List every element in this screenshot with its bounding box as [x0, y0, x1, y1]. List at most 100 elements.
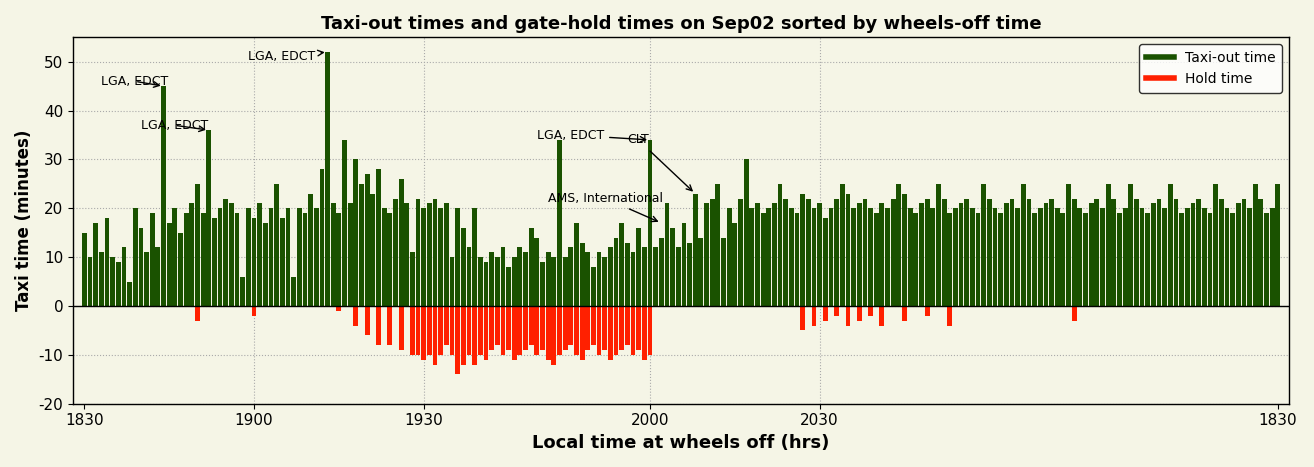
Bar	[422, 208, 426, 306]
Bar	[432, 198, 438, 306]
Bar	[331, 204, 335, 306]
Bar	[761, 213, 766, 306]
Bar	[342, 140, 347, 306]
Bar	[439, 208, 443, 306]
X-axis label: Local time at wheels off (hrs): Local time at wheels off (hrs)	[532, 434, 829, 452]
Bar	[1129, 184, 1133, 306]
Bar	[597, 306, 602, 355]
Bar	[829, 208, 833, 306]
Bar	[614, 238, 619, 306]
Bar	[857, 204, 862, 306]
Bar	[489, 306, 494, 350]
Bar	[569, 306, 573, 345]
Bar	[788, 208, 794, 306]
Bar	[240, 277, 246, 306]
Bar	[1202, 208, 1206, 306]
Bar	[484, 262, 489, 306]
Bar	[229, 204, 234, 306]
Bar	[608, 306, 612, 360]
Text: LGA, EDCT: LGA, EDCT	[248, 50, 323, 64]
Bar	[874, 213, 879, 306]
Bar	[682, 223, 686, 306]
Bar	[562, 306, 568, 350]
Bar	[449, 306, 455, 355]
Bar	[1112, 198, 1116, 306]
Bar	[138, 228, 143, 306]
Bar	[619, 223, 624, 306]
Bar	[1134, 198, 1139, 306]
Bar	[461, 228, 465, 306]
Bar	[501, 248, 506, 306]
Bar	[1009, 198, 1014, 306]
Bar	[405, 204, 409, 306]
Bar	[145, 252, 148, 306]
Bar	[365, 174, 369, 306]
Bar	[1066, 184, 1071, 306]
Bar	[574, 223, 579, 306]
Bar	[936, 184, 941, 306]
Bar	[545, 306, 551, 360]
Bar	[268, 208, 273, 306]
Bar	[1043, 204, 1049, 306]
Bar	[184, 213, 189, 306]
Text: LGA, EDCT: LGA, EDCT	[141, 119, 208, 132]
Bar	[1276, 184, 1280, 306]
Bar	[1100, 208, 1105, 306]
Bar	[982, 184, 986, 306]
Bar	[999, 213, 1003, 306]
Bar	[478, 306, 482, 355]
Bar	[557, 140, 562, 306]
Bar	[194, 306, 200, 321]
Bar	[432, 306, 438, 365]
Bar	[1173, 198, 1179, 306]
Bar	[552, 257, 556, 306]
Bar	[692, 194, 698, 306]
Bar	[297, 208, 302, 306]
Bar	[484, 306, 489, 360]
Bar	[715, 184, 720, 306]
Bar	[579, 306, 585, 360]
Bar	[309, 194, 313, 306]
Bar	[783, 198, 788, 306]
Bar	[648, 306, 652, 355]
Bar	[167, 223, 172, 306]
Bar	[800, 194, 805, 306]
Bar	[133, 208, 138, 306]
Bar	[1259, 198, 1263, 306]
Bar	[478, 257, 482, 306]
Bar	[444, 204, 449, 306]
Bar	[1033, 213, 1037, 306]
Bar	[1242, 198, 1246, 306]
Bar	[1247, 208, 1252, 306]
Bar	[879, 204, 884, 306]
Bar	[99, 252, 104, 306]
Bar	[1219, 198, 1223, 306]
Bar	[925, 198, 929, 306]
Bar	[913, 213, 918, 306]
Bar	[348, 204, 352, 306]
Bar	[263, 223, 268, 306]
Legend: Taxi-out time, Hold time: Taxi-out time, Hold time	[1139, 44, 1282, 93]
Bar	[569, 248, 573, 306]
Bar	[110, 257, 116, 306]
Text: AMS, International: AMS, International	[548, 192, 664, 221]
Bar	[670, 228, 675, 306]
Bar	[285, 208, 290, 306]
Bar	[608, 248, 612, 306]
Bar	[845, 306, 850, 325]
Bar	[579, 242, 585, 306]
Bar	[540, 306, 545, 350]
Bar	[88, 257, 92, 306]
Bar	[976, 213, 980, 306]
Bar	[393, 198, 398, 306]
Bar	[455, 208, 460, 306]
Bar	[800, 306, 805, 331]
Bar	[359, 184, 364, 306]
Bar	[1190, 204, 1196, 306]
Bar	[518, 306, 522, 355]
Bar	[206, 130, 212, 306]
Bar	[292, 277, 296, 306]
Bar	[495, 306, 499, 345]
Bar	[710, 198, 715, 306]
Bar	[953, 208, 958, 306]
